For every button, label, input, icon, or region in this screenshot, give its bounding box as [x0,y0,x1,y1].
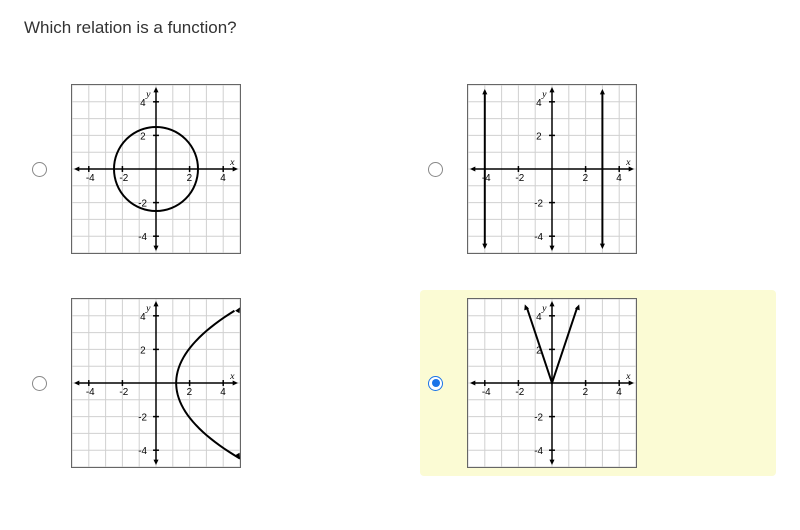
svg-text:-4: -4 [86,387,95,398]
svg-text:4: 4 [616,387,622,398]
svg-text:-4: -4 [534,446,543,457]
svg-text:-2: -2 [515,173,524,184]
options-grid: -4-22442-2-4xy -4-22442-2-4xy -4-22442-2… [24,76,776,476]
svg-text:y: y [145,303,151,314]
svg-text:4: 4 [220,173,226,184]
graph-absolute-value: -4-22442-2-4xy [467,298,637,468]
svg-text:-2: -2 [534,413,543,424]
svg-text:y: y [145,89,151,100]
svg-text:-4: -4 [534,232,543,243]
svg-text:2: 2 [583,387,589,398]
svg-text:-2: -2 [515,387,524,398]
svg-text:2: 2 [536,131,542,142]
svg-text:4: 4 [616,173,622,184]
svg-text:x: x [625,157,631,168]
question-text: Which relation is a function? [24,18,776,38]
svg-text:-4: -4 [482,387,491,398]
svg-text:2: 2 [187,173,193,184]
svg-text:-2: -2 [534,199,543,210]
svg-text:x: x [229,371,235,382]
svg-text:4: 4 [220,387,226,398]
svg-text:y: y [541,303,547,314]
svg-text:-4: -4 [482,173,491,184]
svg-text:2: 2 [140,345,146,356]
option-absolute-value[interactable]: -4-22442-2-4xy [420,290,776,476]
svg-text:-2: -2 [119,173,128,184]
radio-sideways-parabola[interactable] [32,376,47,391]
svg-text:-2: -2 [119,387,128,398]
svg-text:x: x [625,371,631,382]
svg-text:2: 2 [583,173,589,184]
svg-text:-4: -4 [138,446,147,457]
option-sideways-parabola[interactable]: -4-22442-2-4xy [24,290,380,476]
graph-sideways-parabola: -4-22442-2-4xy [71,298,241,468]
svg-text:-2: -2 [138,413,147,424]
svg-text:-4: -4 [138,232,147,243]
graph-vertical-lines: -4-22442-2-4xy [467,84,637,254]
graph-circle: -4-22442-2-4xy [71,84,241,254]
radio-absolute-value[interactable] [428,376,443,391]
radio-circle[interactable] [32,162,47,177]
radio-vertical-lines[interactable] [428,162,443,177]
option-vertical-lines[interactable]: -4-22442-2-4xy [420,76,776,262]
option-circle[interactable]: -4-22442-2-4xy [24,76,380,262]
svg-text:x: x [229,157,235,168]
svg-text:y: y [541,89,547,100]
svg-text:2: 2 [140,131,146,142]
svg-text:-4: -4 [86,173,95,184]
svg-text:2: 2 [187,387,193,398]
